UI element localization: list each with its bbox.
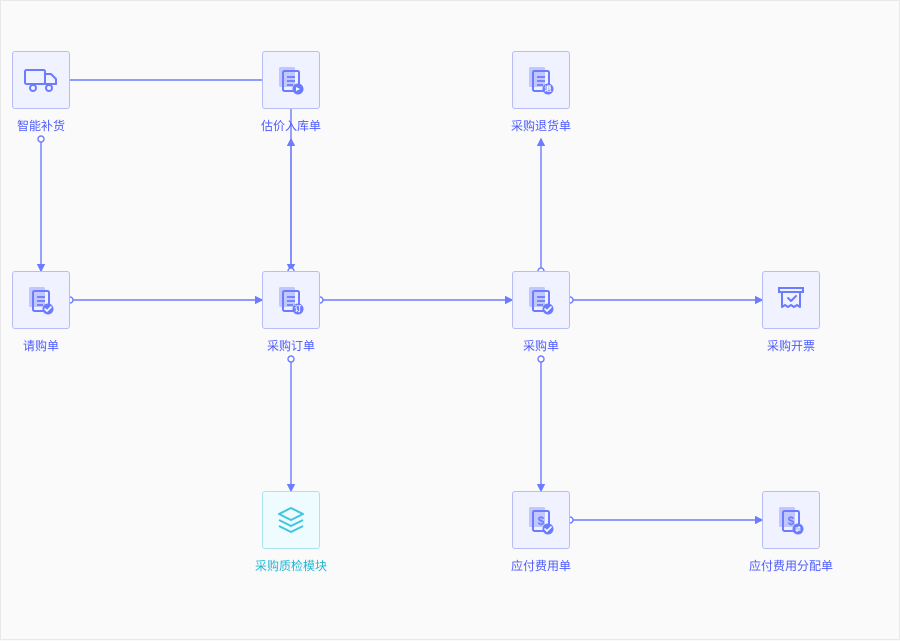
node-label: 采购开票 [767,337,815,354]
node-label: 采购退货单 [511,117,571,134]
node-label: 估价入库单 [261,117,321,134]
flow-node-ret[interactable]: 退 采购退货单 [501,51,581,134]
doc-check-icon [512,271,570,329]
doc-order-icon: 订 [262,271,320,329]
doc-return-icon: 退 [512,51,570,109]
flow-node-po[interactable]: 订 采购订单 [251,271,331,354]
node-label: 采购订单 [267,337,315,354]
node-label: 请购单 [23,337,59,354]
flow-node-req[interactable]: 请购单 [1,271,81,354]
edge-start-dot [288,356,294,362]
edge-start-dot [38,136,44,142]
svg-text:退: 退 [545,84,552,93]
flow-node-fee[interactable]: $ 应付费用单 [501,491,581,574]
node-label: 应付费用分配单 [749,557,833,574]
node-label: 采购单 [523,337,559,354]
doc-check-icon [12,271,70,329]
node-label: 应付费用单 [511,557,571,574]
invoice-icon [762,271,820,329]
flow-node-alloc[interactable]: $ 应付费用分配单 [751,491,831,574]
doc-arrow-icon [262,51,320,109]
node-label: 智能补货 [17,117,65,134]
flow-node-qc[interactable]: 采购质检模块 [251,491,331,574]
doc-swap-icon: $ [762,491,820,549]
node-label: 采购质检模块 [255,557,327,574]
doc-money-icon: $ [512,491,570,549]
flow-node-pr[interactable]: 采购单 [501,271,581,354]
layers-icon [262,491,320,549]
edge-start-dot [538,356,544,362]
svg-text:订: 订 [295,304,302,313]
truck-icon [12,51,70,109]
flow-node-inv[interactable]: 采购开票 [751,271,831,354]
flowchart-canvas: 智能补货 请购单 订 采购订单 估价入库单 采购质检模块 采购单 [0,0,900,640]
flow-node-smart[interactable]: 智能补货 [1,51,81,134]
flow-node-estin[interactable]: 估价入库单 [251,51,331,134]
